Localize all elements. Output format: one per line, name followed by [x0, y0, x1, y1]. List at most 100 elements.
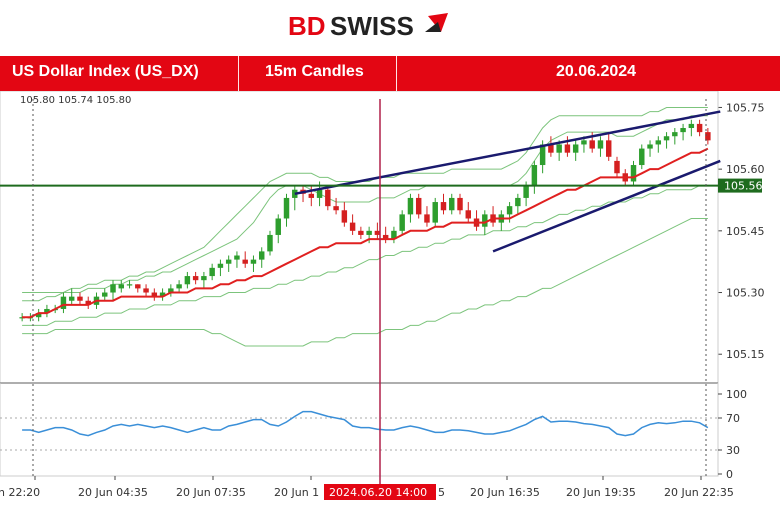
instrument-title: US Dollar Index (US_DX)	[12, 63, 199, 80]
band-upper	[22, 115, 708, 302]
candle-body	[432, 202, 438, 223]
brand-arrow-icon	[425, 13, 448, 32]
ema-line	[22, 147, 709, 319]
candle-body	[630, 165, 637, 182]
candle-body	[159, 292, 166, 297]
candle-body	[333, 206, 339, 211]
level-tag	[718, 178, 762, 193]
candle-body	[523, 185, 529, 198]
time-label: 20 Jun 04:35	[78, 486, 148, 499]
price-chart: 105.75 105.60 105.45 105.30 105.15 105.56 10…	[0, 91, 765, 500]
candle-body	[440, 202, 447, 211]
price-tick-label: 105.45	[726, 225, 765, 238]
date-label: 20.06.2024	[556, 63, 637, 80]
candle-body	[482, 214, 488, 227]
brand-bd: BD	[288, 11, 326, 41]
candle-body	[242, 259, 248, 264]
price-tick-label: 105.60	[726, 163, 765, 176]
header-banner: US Dollar Index (US_DX) 15m Candles 20.0…	[0, 56, 780, 91]
ohlc-readout: 105.80 105.74 105.80	[20, 95, 131, 106]
candle-body	[44, 308, 50, 314]
time-axis: n 22:20 20 Jun 04:35 20 Jun 07:35 20 Jun 1 2…	[0, 476, 734, 499]
candle-body	[168, 288, 174, 293]
candle-body	[143, 288, 149, 293]
candle-body	[267, 234, 273, 252]
rsi-frame	[0, 382, 719, 477]
candle-body	[663, 136, 670, 141]
candle-body	[614, 160, 620, 174]
trendlines	[294, 110, 721, 253]
cursor-time-label: 2024.06.20 14:00	[329, 486, 427, 499]
ema-layer	[22, 147, 709, 319]
candle-body	[564, 144, 571, 153]
candle-body	[639, 148, 645, 166]
level-tag-label: 105.56	[724, 180, 763, 193]
candle-body	[391, 230, 397, 240]
band-upper-outer	[22, 107, 708, 293]
candle-body	[110, 284, 116, 293]
candle-body	[126, 284, 133, 286]
candle-body	[597, 140, 604, 149]
candle-body	[407, 197, 414, 215]
trendline	[492, 159, 721, 253]
candle-body	[225, 259, 232, 264]
candle-body	[102, 292, 108, 297]
candle-body	[118, 284, 125, 289]
candle-body	[77, 296, 83, 301]
time-label: 20 Jun 22:35	[664, 486, 734, 499]
price-plot-frame	[0, 91, 719, 384]
time-label: 20 Jun 19:35	[566, 486, 636, 499]
candle-body	[201, 276, 207, 281]
candle-body	[515, 197, 521, 207]
candle-body	[647, 144, 653, 149]
rsi-tick-label: 0	[726, 468, 733, 481]
time-label: 20 Jun 07:35	[176, 486, 246, 499]
cursor-time-box	[324, 484, 436, 500]
candle-body	[85, 300, 91, 305]
candle-body	[217, 263, 224, 268]
candle-body	[316, 189, 323, 198]
candle-body	[35, 313, 42, 318]
rsi-tick-label: 70	[726, 412, 740, 425]
candle-body	[415, 197, 422, 215]
candle-body	[366, 230, 372, 235]
time-label: 20 Jun 16:35	[470, 486, 540, 499]
candle-body	[531, 165, 538, 186]
candle-body	[283, 197, 290, 219]
candle-body	[192, 276, 199, 281]
candle-body	[325, 189, 331, 207]
banner-divider	[396, 56, 397, 91]
candle-body	[135, 284, 141, 289]
timeframe-label: 15m Candles	[265, 63, 364, 80]
rsi-tick-label: 100	[726, 388, 747, 401]
candle-body	[358, 230, 364, 235]
candle-body	[605, 140, 612, 157]
support-level: 105.56	[0, 178, 763, 193]
candle-body	[60, 296, 67, 309]
candle-body	[506, 206, 513, 215]
candle-body	[258, 251, 265, 260]
brand-swiss: SWISS	[330, 11, 414, 41]
candle-body	[184, 276, 191, 285]
crosshair-cursor: 2024.06.20 14:00 5	[324, 99, 445, 500]
brand-logo: BD SWISS	[288, 11, 448, 41]
time-label: n 22:20	[0, 486, 40, 499]
candle-body	[696, 123, 703, 133]
candle-body	[341, 210, 348, 223]
band-lower-outer	[22, 218, 708, 347]
price-tick-label: 105.75	[726, 101, 765, 114]
candle-body	[308, 193, 315, 198]
candle-body	[680, 128, 686, 133]
candle-body	[655, 140, 662, 145]
candle-body	[465, 210, 472, 219]
candle-body	[581, 140, 587, 145]
candle-body	[572, 144, 579, 153]
candle-body	[151, 292, 158, 297]
candle-body	[672, 132, 678, 137]
candle-body	[374, 230, 381, 235]
candle-body	[176, 284, 182, 289]
candle-body	[234, 255, 240, 260]
time-label: 20 Jun 1	[274, 486, 319, 499]
candle-body	[424, 214, 430, 223]
band-lower	[22, 185, 708, 326]
